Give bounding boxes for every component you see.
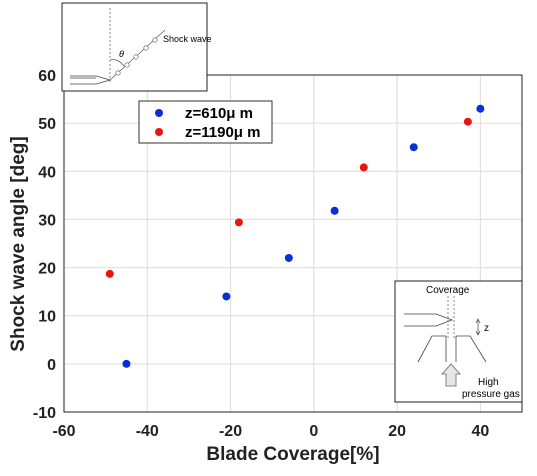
inset-particle (133, 54, 139, 60)
inset-particle (152, 37, 158, 43)
data-point-series-1 (463, 117, 472, 126)
x-tick-label: 20 (388, 423, 406, 440)
legend-marker-610 (155, 109, 163, 117)
data-points (105, 104, 485, 368)
y-axis-title: Shock wave angle [deg] (8, 136, 29, 351)
x-tick-label: -60 (52, 423, 75, 440)
inset-gas-arrow (441, 363, 461, 387)
inset-particle (124, 62, 130, 68)
y-tick-label: 30 (38, 212, 56, 229)
x-tick-label: 0 (309, 423, 318, 440)
x-axis-title: Blade Coverage[%] (206, 444, 379, 465)
inset-particle (115, 70, 121, 76)
y-tick-labels: -10 0 10 20 30 40 50 60 (33, 68, 56, 422)
y-tick-label: 60 (38, 68, 56, 85)
inset-z-label: z (484, 323, 489, 334)
data-point-series-0 (476, 104, 485, 113)
plot-frame (63, 74, 523, 413)
data-point-series-0 (284, 253, 293, 262)
y-tick-label: -10 (33, 405, 56, 422)
inset-particle (143, 45, 149, 51)
inset-shock-label: Shock wave (163, 34, 212, 44)
data-point-series-1 (234, 218, 243, 227)
inset-blade (404, 313, 454, 327)
legend-marker-1190 (155, 128, 163, 136)
data-point-series-0 (409, 143, 418, 152)
y-tick-label: 20 (38, 261, 56, 278)
data-point-series-0 (222, 292, 231, 301)
legend: z=610μ m z=1190μ m (138, 100, 273, 144)
y-tick-label: 40 (38, 164, 56, 181)
y-tick-label: 0 (47, 357, 56, 374)
x-tick-label: -20 (219, 423, 242, 440)
inset-nozzle-right (455, 335, 487, 363)
data-point-series-0 (330, 206, 339, 215)
data-point-series-1 (105, 269, 114, 278)
data-point-series-1 (359, 163, 368, 172)
legend-label-610: z=610μ m (185, 105, 253, 122)
inset-z-arrowheads (475, 318, 481, 336)
inset-nozzle-left (417, 335, 447, 363)
x-tick-label: -40 (136, 423, 159, 440)
x-tick-label: 40 (471, 423, 489, 440)
x-tick-labels: -60 -40 -20 0 20 40 (52, 423, 489, 440)
inset-theta-symbol: θ (119, 49, 124, 59)
inset-coverage-label: Coverage (426, 285, 470, 296)
shock-wave-inset: θ Shock wave (61, 2, 212, 92)
inset-gas-label-line2: pressure gas (462, 389, 520, 400)
coverage-inset: Coverage z High pressure gas (394, 280, 523, 403)
y-tick-label: 50 (38, 116, 56, 133)
inset-gas-label-line1: High (478, 377, 499, 388)
inset-angle-arc (109, 59, 125, 67)
legend-label-1190: z=1190μ m (185, 124, 260, 141)
y-tick-label: 10 (38, 309, 56, 326)
data-point-series-0 (122, 359, 131, 368)
